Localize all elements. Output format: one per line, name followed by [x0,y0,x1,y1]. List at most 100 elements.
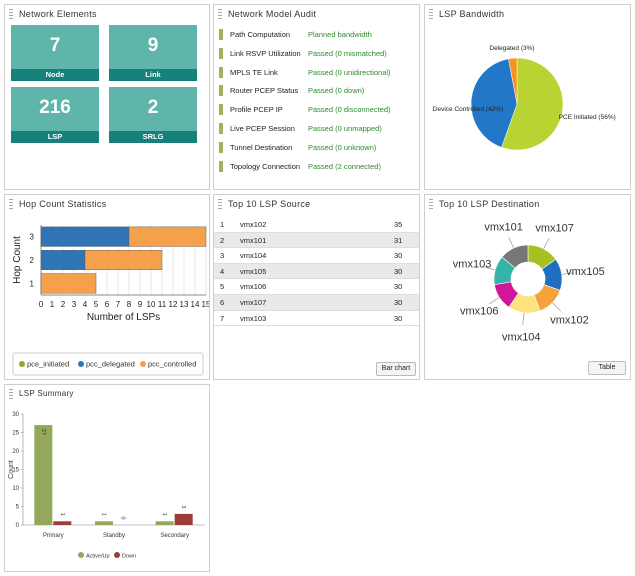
legend-label: pcc_delegated [86,360,135,369]
chart: 051015202530Primary271Standby10Secondary… [8,412,205,560]
table-row: 5 vmx106 30 [214,279,419,295]
audit-status: Planned bandwidth [308,30,372,39]
legend-label: Down [122,554,136,560]
element-tile[interactable]: 9 Link [109,25,197,81]
y-axis-label: Count [8,460,15,479]
table-cell: 35 [394,220,403,229]
x-tick-label: 7 [116,300,121,309]
slice-label: vmx102 [550,315,589,327]
table-button[interactable]: Table [588,361,626,375]
legend-marker [78,361,84,367]
data-label: 0 [120,516,126,519]
audit-check: Profile PCEP IP [230,105,283,115]
bar [53,521,72,525]
status-marker [219,29,223,40]
data-label: 27 [40,429,46,435]
panel: 0 5 10 15 20 25 30 Primary 27 1 Standby 1 0 Secondary… [4,384,210,572]
audit-check: Path Computation [230,30,291,39]
leader-line [489,297,500,305]
bar-segment [84,250,163,271]
data-label: 1 [101,513,107,516]
table-row: 3 vmx104 30 [214,248,419,264]
panel-header: LSP Bandwidth [425,5,630,23]
bar [34,425,53,525]
slice-label: vmx105 [566,266,605,278]
table-cell: 6 [220,298,225,307]
donut-slice [501,244,529,269]
y-axis-label: Hop Count [12,236,23,284]
tile-value: 7 [49,35,61,56]
table-cell: 30 [394,251,403,261]
audit-check: Topology Connection [230,161,301,171]
bar-segment [40,273,97,294]
tile-value: 2 [147,97,159,118]
x-tick-label: 14 [191,300,200,309]
x-tick-label: 5 [94,300,99,309]
panel-title: LSP Bandwidth [439,9,505,19]
table-cell: vmx103 [240,313,267,323]
status-marker [219,141,223,153]
leader-line [552,302,562,312]
status-marker [219,104,223,116]
table-cell: 2 [220,235,225,245]
pie-slice [470,58,518,148]
status-marker [219,47,223,59]
tile-label: Node [11,69,99,81]
table-row: 1 vmx102 35 [214,217,419,233]
legend-label: pcc_controlled [148,360,196,369]
audit-check: MPLS TE Link [230,67,278,77]
x-tick-label: 12 [169,300,178,309]
panel-header: Network Model Audit [214,5,419,23]
slice-label: PCE Initiated (56%) [559,114,616,121]
panel-title: Hop Count Statistics [19,199,107,209]
x-tick-label: 6 [105,300,110,309]
panel-header: Hop Count Statistics [5,195,209,213]
slice-label: Delegated (3%) [489,45,534,52]
bar-chart-button[interactable]: Bar chart [376,362,416,376]
leader-line [561,272,574,275]
audit-status: Passed (0 disconnected) [308,105,391,115]
status-marker [219,66,223,78]
leader-line [522,312,525,325]
x-tick-label: 1 [50,300,55,309]
panel-header: Top 10 LSP Destination [425,195,630,213]
table-cell: vmx106 [240,282,267,292]
tile-label: Link [109,69,197,81]
panel: vmx107 vmx105 vmx102 vmx104 vmx106 vmx103 vmx1… [424,194,631,380]
y-tick-label: 3 [30,233,35,242]
x-tick-label: 13 [180,300,189,309]
status-marker [219,85,223,97]
status-marker [219,160,223,172]
leader-line [483,266,496,271]
element-tile[interactable]: 216 LSP [11,87,99,143]
table-cell: 30 [394,266,403,276]
legend-marker [78,552,84,558]
tile-value: 216 [39,97,71,118]
legend-box [12,352,204,376]
panel-title: Top 10 LSP Source [228,199,311,209]
audit-check: Live PCEP Session [230,124,295,133]
data-label: 1 [161,513,167,516]
chart: vmx107 vmx105 vmx102 vmx104 vmx106 vmx103 vmx1… [453,221,605,343]
table-cell: 30 [394,298,403,307]
table-cell: 3 [220,251,225,261]
element-tile[interactable]: 2 SRLG [109,87,197,143]
legend-label: pce_initiated [27,360,69,369]
bar [155,521,174,525]
element-tile[interactable]: 7 Node [11,25,99,81]
table-cell: vmx105 [240,266,267,276]
x-axis-label: Number of LSPs [87,312,160,323]
audit-status: Passed (0 unknown) [308,142,377,152]
audit-check: Link RSVP Utilization [230,48,301,58]
table-row: 2 vmx101 31 [214,232,419,249]
bar-segment [40,250,86,271]
table-cell: 31 [394,235,403,245]
y-tick-label: 30 [12,412,19,418]
audit-status: Passed (0 down) [308,86,365,96]
panel: Network Model Audit Path Computation Plan… [213,4,420,190]
table-cell: vmx104 [240,251,267,261]
status-marker [219,123,223,134]
x-tick-label: Secondary [160,533,189,539]
tile-label: LSP [11,131,99,143]
x-tick-label: 0 [39,300,44,309]
